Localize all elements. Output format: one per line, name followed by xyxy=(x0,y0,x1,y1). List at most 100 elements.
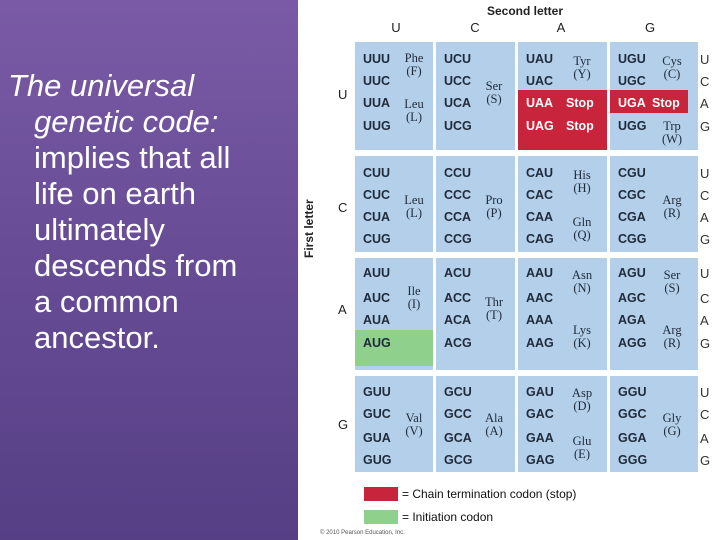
codon-label: UUU xyxy=(363,52,391,66)
aa-phe: Phe (F) xyxy=(404,51,424,78)
codon-block xyxy=(355,42,433,150)
col-letter-g: G xyxy=(644,20,656,35)
codon-label: UCA xyxy=(444,96,472,110)
codon-block xyxy=(436,42,515,150)
codon-label: AGU xyxy=(618,266,646,280)
slide-line: a common xyxy=(34,284,179,319)
legend-start-label: = Initiation codon xyxy=(402,510,494,524)
codon-label: CCA xyxy=(444,210,472,224)
codon-label: UCC xyxy=(444,74,472,88)
codon-label: GGG xyxy=(618,453,648,467)
codon-label: UAC xyxy=(526,74,554,88)
third-letter: G xyxy=(700,336,711,351)
codon-label: UAU xyxy=(526,52,554,66)
slide-line: The universal xyxy=(8,68,195,103)
codon-label: UCG xyxy=(444,119,472,133)
codon-label: CAA xyxy=(526,210,554,224)
credit: © 2010 Pearson Education, Inc. xyxy=(320,530,405,536)
codon-label: CGG xyxy=(618,232,647,246)
legend-stop-label: = Chain termination codon (stop) xyxy=(402,487,577,501)
codon-label: AAC xyxy=(526,291,554,305)
third-letter: C xyxy=(700,74,710,89)
aa-glu: Glu (E) xyxy=(572,434,592,461)
stop-label: Stop xyxy=(566,96,594,110)
aa-gly: Gly (G) xyxy=(662,411,682,438)
left-panel: The universal genetic code: implies that… xyxy=(0,0,298,540)
codon-label: CAC xyxy=(526,188,554,202)
third-letter: A xyxy=(700,431,709,446)
codon-label: CCC xyxy=(444,188,472,202)
codon-label: CAG xyxy=(526,232,554,246)
third-letter: A xyxy=(700,96,709,111)
aa-leu: Leu (L) xyxy=(404,97,424,124)
aa-his: His (H) xyxy=(573,168,591,195)
third-letter: C xyxy=(700,407,710,422)
codon-label: UUC xyxy=(363,74,391,88)
aa-ala: Ala (A) xyxy=(484,411,504,438)
aa-asp: Asp (D) xyxy=(571,386,593,413)
codon-block xyxy=(436,376,515,472)
codon-label: UUA xyxy=(363,96,391,110)
codon-label: GCA xyxy=(444,431,472,445)
codon-label: AUA xyxy=(363,313,391,327)
first-letter-title: First letter xyxy=(302,199,316,258)
stop-label: Stop xyxy=(566,119,594,133)
codon-label: AGG xyxy=(618,336,647,350)
codon-label: AAA xyxy=(526,313,554,327)
codon-label: CUG xyxy=(363,232,391,246)
codon-label: CAU xyxy=(526,166,554,180)
codon-label: GCG xyxy=(444,453,473,467)
codon-label: AUG xyxy=(363,336,391,350)
codon-label: GCU xyxy=(444,385,472,399)
codon-label: UGC xyxy=(618,74,646,88)
slide-line: genetic code: xyxy=(34,104,219,139)
codon-label: ACG xyxy=(444,336,472,350)
start-highlight xyxy=(355,330,433,366)
third-letter: U xyxy=(700,52,710,67)
second-letter-title: Second letter xyxy=(487,4,564,18)
codon-block xyxy=(355,156,433,252)
aa-asn: Asn (N) xyxy=(571,268,593,295)
aa-val: Val (V) xyxy=(405,411,423,438)
third-letter: G xyxy=(700,453,711,468)
codon-label: GCC xyxy=(444,407,472,421)
codon-block xyxy=(610,376,698,472)
codon-label: ACC xyxy=(444,291,472,305)
legend-stop-swatch xyxy=(364,487,398,501)
codon-label: AUU xyxy=(363,266,391,280)
aa-gln: Gln (Q) xyxy=(572,215,592,242)
codon-label: UUG xyxy=(363,119,391,133)
codon-label: GGA xyxy=(618,431,647,445)
codon-block xyxy=(518,376,607,472)
codon-label: UGA xyxy=(618,96,646,110)
codon-block xyxy=(518,258,607,370)
third-letter: C xyxy=(700,291,710,306)
aa-cys: Cys (C) xyxy=(662,54,682,81)
codon-block xyxy=(355,376,433,472)
col-letter-u: U xyxy=(391,20,401,35)
third-letter: C xyxy=(700,188,710,203)
third-letter: A xyxy=(700,210,709,225)
codon-label: UAA xyxy=(526,96,554,110)
codon-block xyxy=(436,156,515,252)
aa-tyr: Tyr (Y) xyxy=(573,54,591,81)
aa-leu: Leu (L) xyxy=(404,193,424,220)
aa-ser: Ser (S) xyxy=(485,79,503,106)
codon-label: UCU xyxy=(444,52,472,66)
codon-label: AAU xyxy=(526,266,554,280)
aa-ile: Ile (I) xyxy=(407,284,421,311)
codon-block xyxy=(610,258,698,370)
codon-label: UAG xyxy=(526,119,554,133)
row-letter-c: C xyxy=(338,200,348,215)
codon-label: CCG xyxy=(444,232,472,246)
slide-text: The universal genetic code: implies that… xyxy=(8,68,294,356)
row-letter-u: U xyxy=(338,87,348,102)
codon-label: CGA xyxy=(618,210,646,224)
codon-label: GAC xyxy=(526,407,554,421)
codon-label: CGU xyxy=(618,166,646,180)
codon-block xyxy=(610,156,698,252)
codon-label: CUU xyxy=(363,166,391,180)
third-letter: U xyxy=(700,266,710,281)
aa-arg: Arg (R) xyxy=(662,193,682,220)
codon-label: GGC xyxy=(618,407,647,421)
